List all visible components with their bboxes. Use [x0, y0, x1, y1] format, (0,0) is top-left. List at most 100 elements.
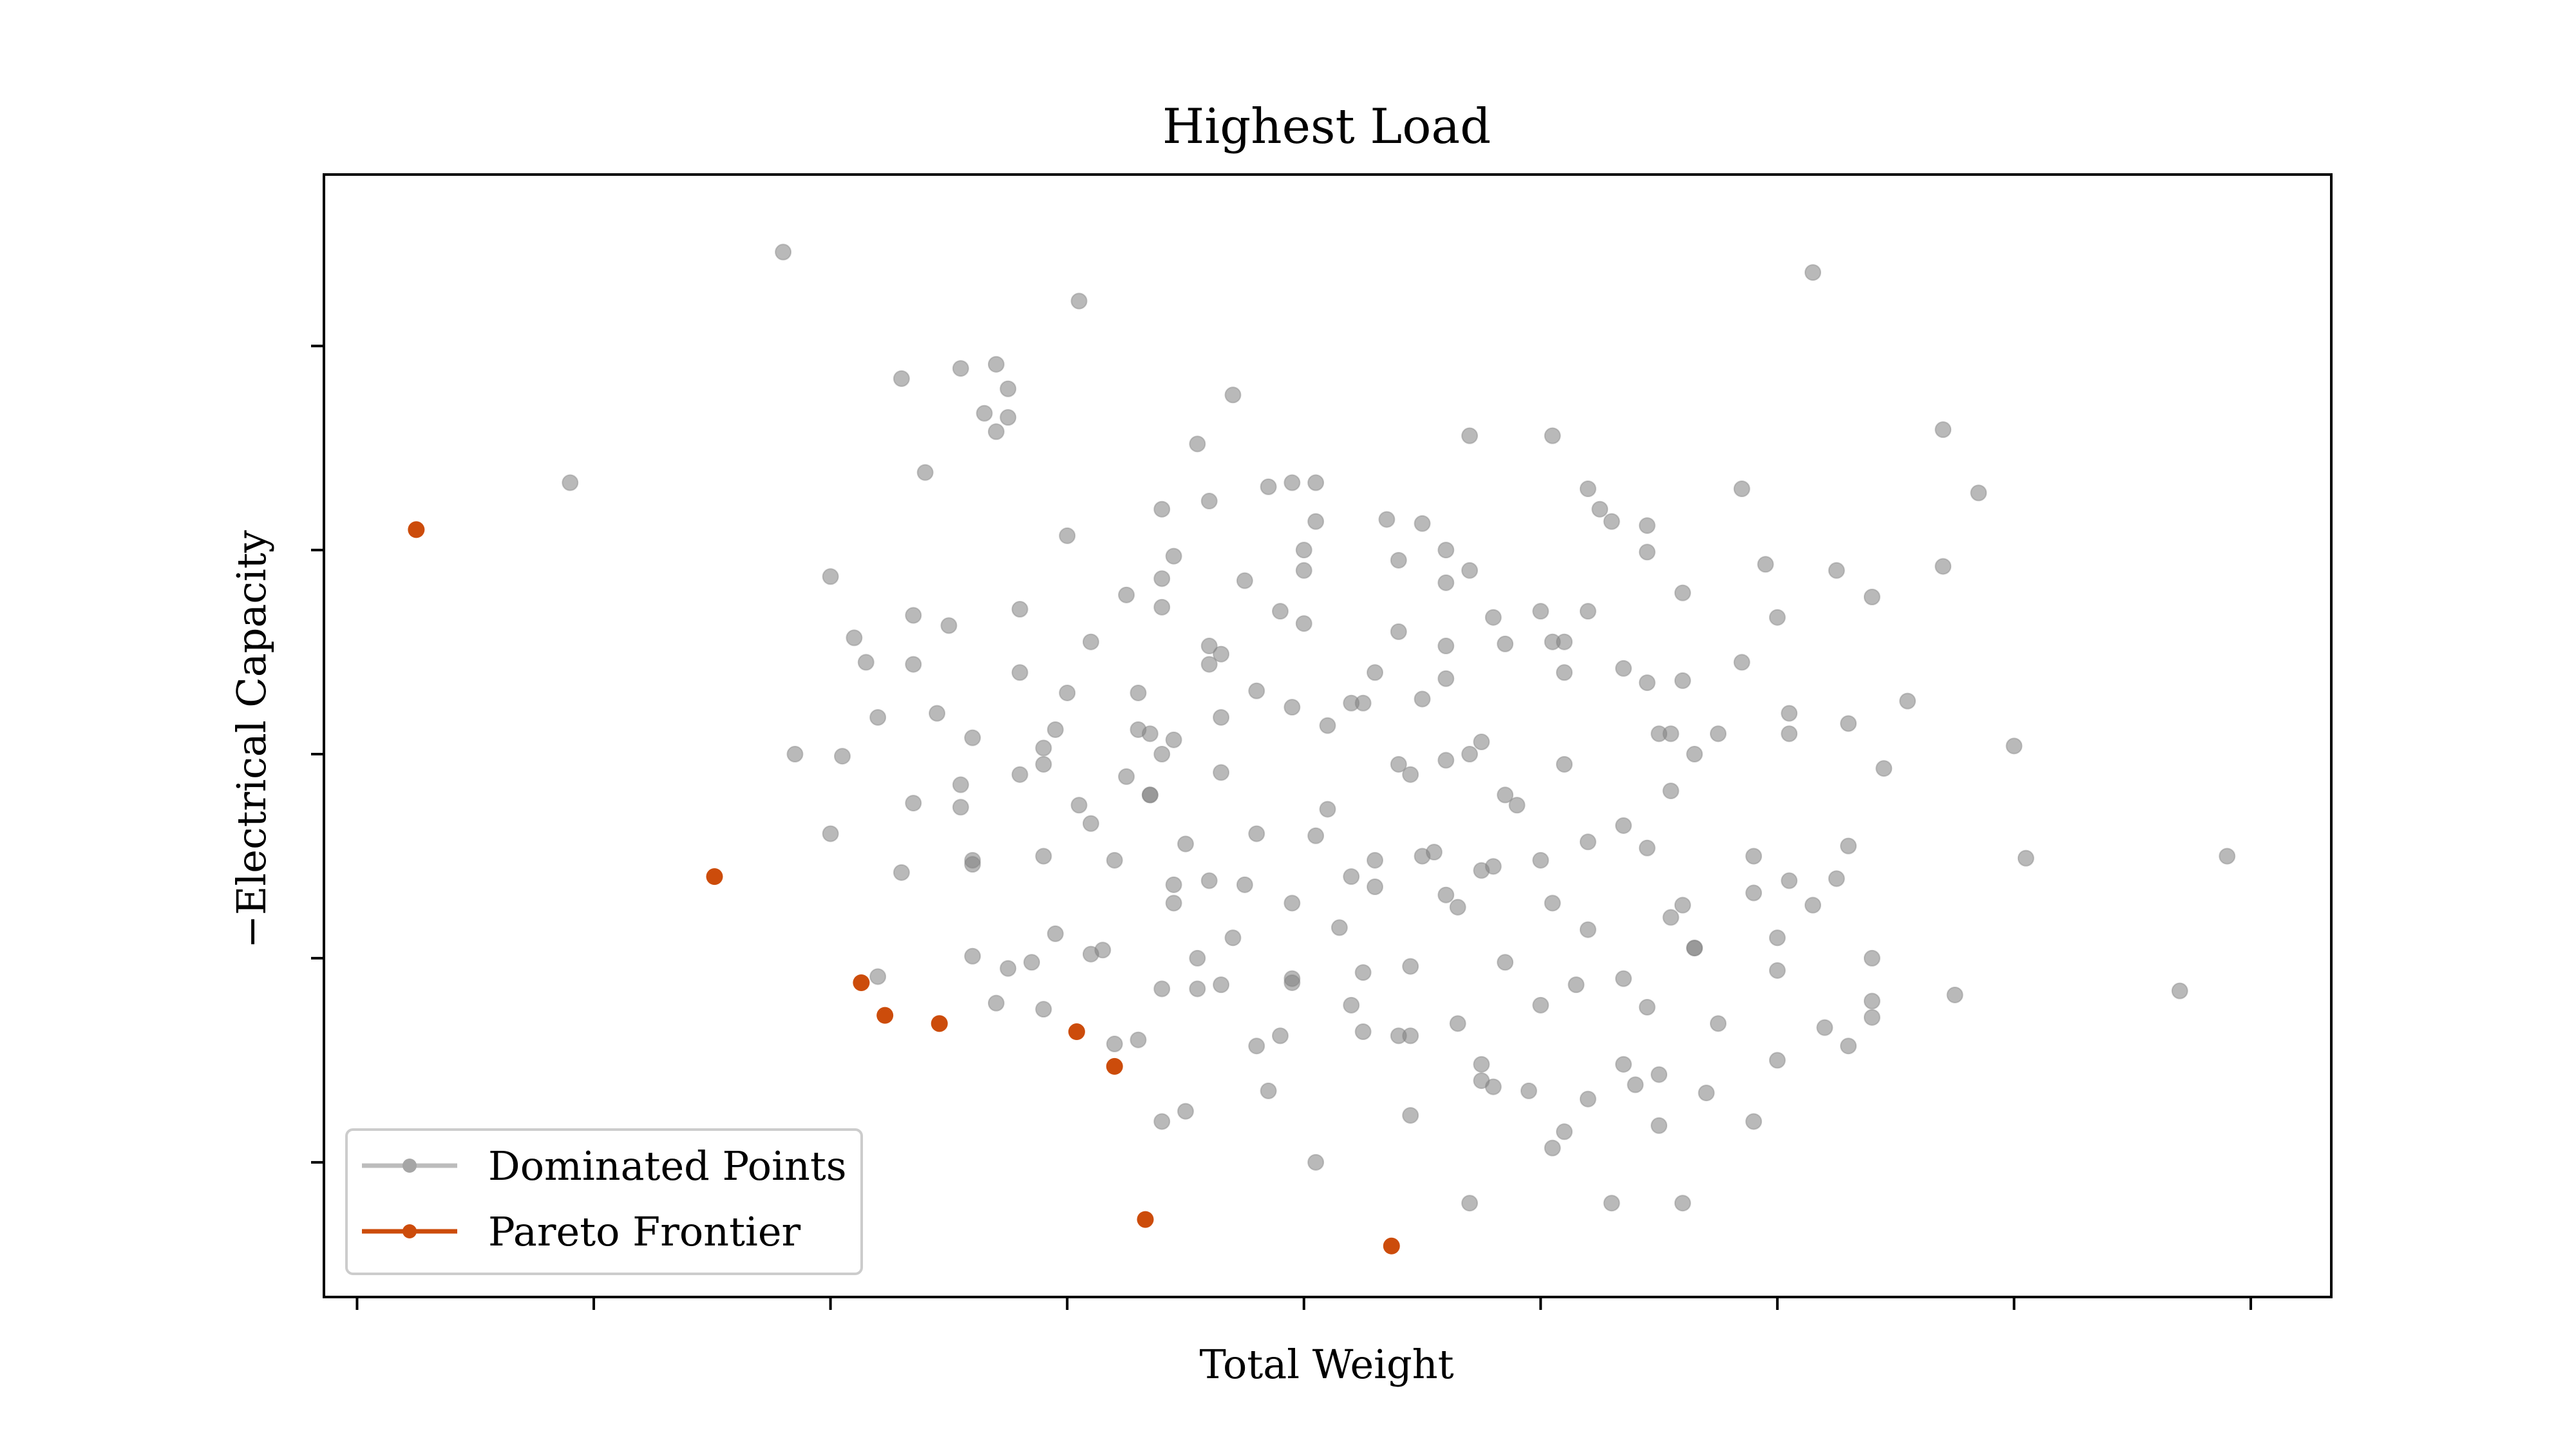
dominated-point — [2171, 982, 2188, 999]
dominated-point — [1863, 589, 1880, 606]
dominated-point — [1295, 615, 1312, 632]
dominated-point — [1473, 734, 1490, 751]
dominated-point — [1781, 725, 1798, 743]
dominated-point — [1567, 976, 1585, 994]
dominated-point — [1343, 868, 1360, 886]
dominated-point — [857, 654, 875, 671]
dominated-point — [1023, 954, 1041, 971]
dominated-point — [1709, 725, 1727, 743]
plot-area — [408, 243, 2236, 1255]
dominated-point — [1461, 427, 1479, 444]
dominated-point — [1946, 986, 1964, 1003]
legend: Dominated Points Pareto Frontier — [345, 1128, 863, 1275]
dominated-point — [1414, 515, 1431, 532]
dominated-point — [1082, 633, 1099, 650]
pareto-point — [931, 1015, 948, 1032]
dominated-point — [869, 968, 887, 985]
dominated-point — [916, 464, 934, 481]
dominated-point — [952, 776, 969, 793]
x-axis-ticks — [355, 1297, 2253, 1310]
dominated-point — [952, 799, 969, 816]
dominated-point — [1236, 572, 1253, 589]
dominated-point — [1437, 574, 1455, 591]
dominated-point — [1484, 858, 1502, 875]
dominated-point — [822, 825, 839, 842]
dominated-point — [1638, 839, 1656, 857]
dominated-point — [1437, 542, 1455, 559]
pareto-point — [706, 868, 723, 886]
dominated-point — [1686, 940, 1703, 957]
dominated-point — [1390, 755, 1407, 773]
dominated-point — [1544, 1139, 1561, 1157]
dominated-point — [1354, 694, 1372, 712]
dominated-point — [1828, 562, 1845, 579]
dominated-point — [1579, 480, 1596, 498]
dominated-point — [1461, 1195, 1479, 1212]
dominated-point — [1141, 725, 1159, 743]
dominated-point — [1686, 746, 1703, 763]
dominated-point — [1828, 870, 1845, 887]
dominated-point — [1307, 1153, 1325, 1171]
dominated-points — [562, 243, 2236, 1212]
y-axis-ticks — [311, 345, 324, 1164]
dominated-point — [1745, 884, 1763, 902]
dominated-point — [1165, 876, 1182, 893]
dominated-point — [1271, 1027, 1289, 1045]
dominated-point — [1437, 638, 1455, 655]
y-axis-label: −Electrical Capacity — [228, 530, 275, 949]
dominated-point — [1106, 1036, 1123, 1053]
dominated-point — [1437, 886, 1455, 904]
dominated-point — [1745, 848, 1763, 865]
pareto-point — [1106, 1057, 1123, 1075]
dominated-point — [1935, 421, 1952, 439]
pareto-frontier-points — [408, 521, 1400, 1255]
dominated-point — [1733, 480, 1750, 498]
dominated-point — [1390, 551, 1407, 569]
dominated-point — [1319, 800, 1336, 818]
dominated-point — [1035, 1001, 1052, 1018]
dominated-point — [999, 960, 1017, 977]
pareto-point — [1068, 1023, 1085, 1041]
dominated-point — [893, 370, 910, 387]
dominated-point — [1094, 942, 1112, 959]
legend-dominated-marker — [402, 1159, 417, 1173]
dominated-point — [1863, 1009, 1880, 1026]
dominated-point — [1615, 1056, 1632, 1073]
dominated-point — [1307, 474, 1325, 491]
dominated-point — [1591, 500, 1609, 518]
dominated-point — [1165, 895, 1182, 912]
dominated-point — [1863, 992, 1880, 1010]
dominated-point — [1271, 603, 1289, 620]
dominated-point — [1367, 851, 1384, 869]
dominated-point — [1840, 715, 1857, 732]
dominated-point — [1367, 664, 1384, 681]
dominated-point — [893, 864, 910, 881]
dominated-point — [1473, 1056, 1490, 1073]
dominated-point — [1200, 872, 1218, 889]
dominated-point — [1544, 427, 1561, 444]
dominated-point — [1745, 1113, 1763, 1130]
dominated-point — [1461, 562, 1479, 579]
dominated-point — [1200, 493, 1218, 510]
plot-frame — [323, 173, 2333, 1298]
dominated-point — [1520, 1082, 1537, 1099]
dominated-point — [1118, 586, 1135, 603]
dominated-point — [562, 474, 579, 491]
dominated-point — [905, 607, 922, 624]
dominated-point — [1402, 958, 1419, 975]
dominated-point — [1283, 974, 1301, 991]
dominated-point — [1804, 896, 1822, 914]
dominated-point — [1354, 964, 1372, 981]
dominated-point — [1118, 768, 1135, 785]
dominated-point — [1508, 797, 1526, 814]
dominated-point — [1035, 848, 1052, 865]
x-axis-label: Total Weight — [1199, 1341, 1454, 1388]
dominated-point — [1651, 1117, 1668, 1134]
dominated-point — [1307, 513, 1325, 530]
dominated-point — [1248, 682, 1265, 699]
dominated-point — [1153, 746, 1171, 763]
dominated-point — [1497, 786, 1514, 804]
dominated-point — [1130, 684, 1147, 701]
dominated-point — [1863, 949, 1880, 967]
